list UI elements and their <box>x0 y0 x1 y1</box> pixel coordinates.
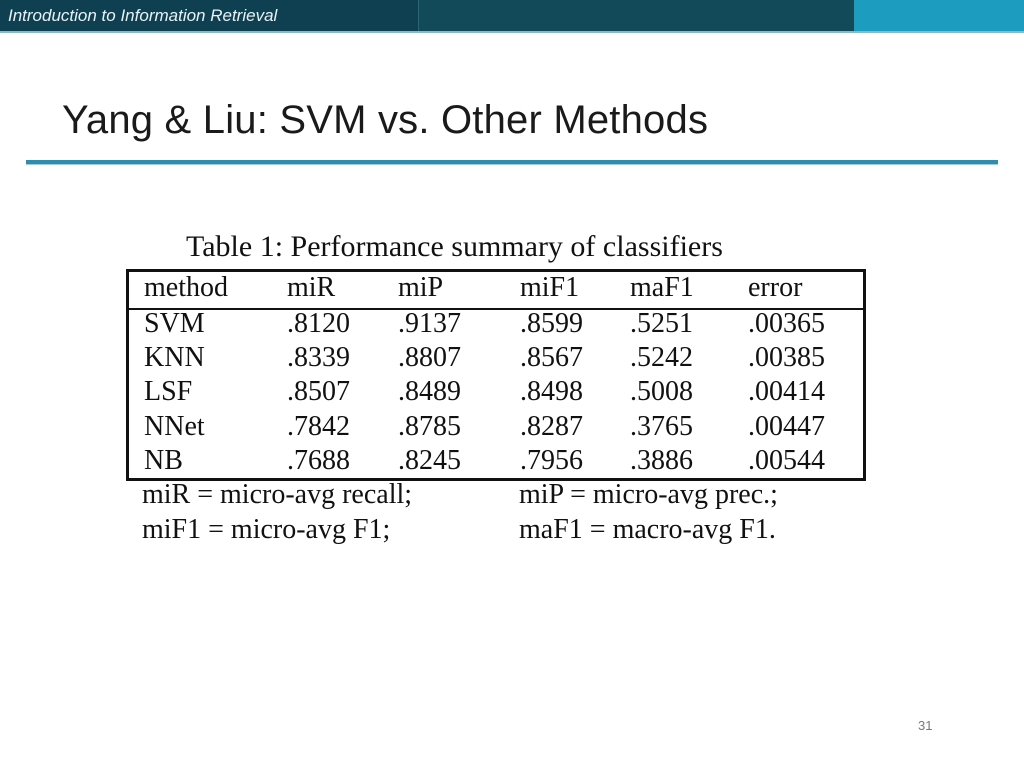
table-cell: .5251 <box>630 308 693 339</box>
classifier-performance-table: method miR miP miF1 maF1 error SVM .8120.9137.8… <box>126 269 866 481</box>
header-bar-left-segment <box>0 0 418 31</box>
table-row-method: NNet <box>144 411 205 442</box>
table-cell: .8339 <box>287 342 350 373</box>
column-header-method: method <box>144 272 228 303</box>
table-cell: .00447 <box>748 411 825 442</box>
table-row-method: KNN <box>144 342 205 373</box>
table-caption: Table 1: Performance summary of classifi… <box>186 230 723 263</box>
table-row-method: LSF <box>144 376 193 407</box>
column-header-maf1: maF1 <box>630 272 694 303</box>
column-header-error: error <box>748 272 803 303</box>
table-cell: .8567 <box>520 342 583 373</box>
table-cell: .9137 <box>398 308 461 339</box>
footnote-definition: miP = micro-avg prec.; <box>519 479 778 510</box>
table-cell: .7956 <box>520 445 583 476</box>
table-cell: .7842 <box>287 411 350 442</box>
header-bar-middle-segment <box>419 0 853 31</box>
slide-title: Yang & Liu: SVM vs. Other Methods <box>62 98 709 142</box>
table-cell: .8489 <box>398 376 461 407</box>
course-title: Introduction to Information Retrieval <box>8 6 278 25</box>
header-bottom-rule <box>0 31 1024 33</box>
table-cell: .5242 <box>630 342 693 373</box>
table-cell: .8498 <box>520 376 583 407</box>
table-header-rule <box>129 308 863 310</box>
page-number: 31 <box>918 718 933 733</box>
table-cell: .3765 <box>630 411 693 442</box>
header-bar-divider <box>418 0 419 31</box>
table-cell: .7688 <box>287 445 350 476</box>
footnote-definition: miF1 = micro-avg F1; <box>142 514 391 545</box>
table-cell: .00414 <box>748 376 825 407</box>
table-cell: .8245 <box>398 445 461 476</box>
table-cell: .8807 <box>398 342 461 373</box>
title-underline <box>26 160 998 165</box>
column-header-mir: miR <box>287 272 336 303</box>
table-cell: .5008 <box>630 376 693 407</box>
table-cell: .00544 <box>748 445 825 476</box>
table-cell: .8507 <box>287 376 350 407</box>
header-bar-right-segment <box>854 0 1024 31</box>
table-cell: .00365 <box>748 308 825 339</box>
table-cell: .8120 <box>287 308 350 339</box>
header-bar: Introduction to Information Retrieval <box>0 0 1024 31</box>
column-header-mif1: miF1 <box>520 272 580 303</box>
footnote-definition: miR = micro-avg recall; <box>142 479 413 510</box>
table-cell: .8785 <box>398 411 461 442</box>
table-row-method: SVM <box>144 308 205 339</box>
table-row-method: NB <box>144 445 183 476</box>
footnote-definition: maF1 = macro-avg F1. <box>519 514 776 545</box>
column-header-mip: miP <box>398 272 444 303</box>
table-cell: .3886 <box>630 445 693 476</box>
table-cell: .8287 <box>520 411 583 442</box>
table-cell: .00385 <box>748 342 825 373</box>
table-cell: .8599 <box>520 308 583 339</box>
